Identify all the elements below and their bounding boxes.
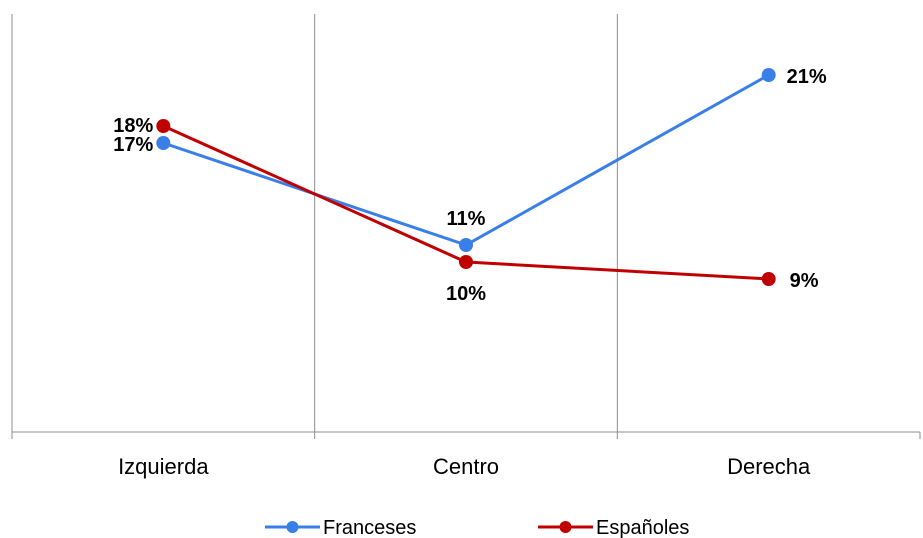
x-axis: Izquierda Centro Derecha bbox=[11, 431, 921, 479]
x-tick-label: Derecha bbox=[727, 454, 811, 479]
x-tick-label: Izquierda bbox=[118, 454, 209, 479]
series-layer bbox=[156, 68, 776, 286]
data-label: 11% bbox=[447, 208, 486, 230]
data-point bbox=[459, 238, 473, 252]
data-label: 17% bbox=[113, 134, 153, 156]
data-point bbox=[156, 136, 171, 150]
data-point bbox=[459, 255, 473, 269]
grid-lines bbox=[11, 14, 618, 432]
legend: Franceses Españoles bbox=[265, 517, 689, 538]
legend-swatch-marker bbox=[286, 521, 299, 533]
x-tick-label: Centro bbox=[433, 454, 499, 479]
legend-swatch-marker bbox=[559, 521, 572, 533]
data-point bbox=[156, 119, 171, 133]
data-label: 18% bbox=[113, 115, 153, 137]
data-label: 21% bbox=[787, 66, 827, 88]
data-labels: 17% 11% 21% 18% 10% 9% bbox=[113, 66, 827, 305]
legend-label: Franceses bbox=[323, 517, 416, 538]
legend-label: Españoles bbox=[596, 517, 689, 538]
data-point bbox=[761, 68, 776, 82]
data-label: 10% bbox=[446, 283, 486, 305]
data-point bbox=[761, 272, 776, 286]
data-label: 9% bbox=[790, 270, 819, 292]
